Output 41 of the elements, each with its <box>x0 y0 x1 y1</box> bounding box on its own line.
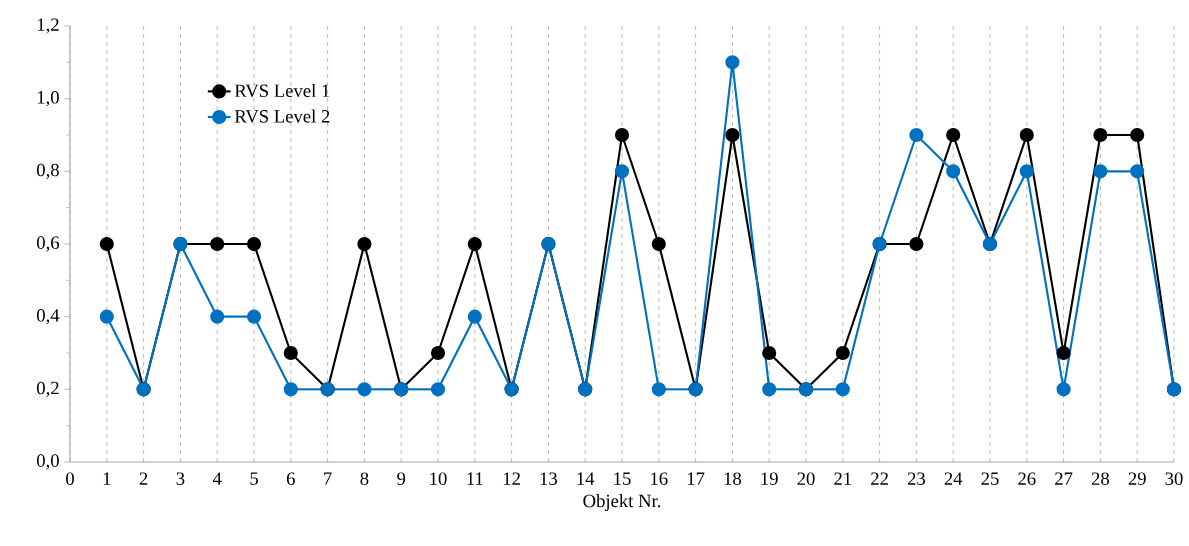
x-tick-label: 24 <box>944 472 963 485</box>
x-tick-label: 18 <box>724 472 742 485</box>
x-tick-label: 3 <box>176 472 185 485</box>
x-tick-label: 13 <box>540 472 558 485</box>
y-tick-label: 0,2 <box>36 381 59 397</box>
y-tick-label: 1,0 <box>37 91 59 107</box>
y-tick-label: 0,4 <box>36 309 60 325</box>
x-tick-label: 22 <box>871 472 888 485</box>
x-tick-label: 6 <box>286 472 295 485</box>
y-tick-label: 0,8 <box>36 163 59 179</box>
x-axis-title: Objekt Nr. <box>583 494 661 512</box>
x-tick-label: 4 <box>212 472 222 485</box>
x-tick-label: 21 <box>834 472 852 485</box>
x-tick-label: 10 <box>430 472 447 485</box>
x-tick-label: 26 <box>1018 472 1036 485</box>
y-tick-label: 0,0 <box>36 454 59 470</box>
y-tick-label: 0,6 <box>36 236 60 252</box>
x-tick-label: 19 <box>761 472 778 485</box>
x-tick-label: 20 <box>797 472 815 485</box>
x-tick-label: 2 <box>139 472 148 485</box>
x-tick-label: 7 <box>324 472 332 485</box>
legend-label: RVS Level 2 <box>234 109 330 123</box>
x-tick-label: 8 <box>360 472 369 485</box>
x-tick-label: 0 <box>66 472 74 485</box>
x-tick-label: 17 <box>687 472 705 485</box>
x-tick-label: 27 <box>1055 472 1073 485</box>
x-tick-label: 5 <box>250 472 258 485</box>
x-tick-label: 28 <box>1091 472 1110 485</box>
x-tick-label: 12 <box>503 472 520 485</box>
x-tick-label: 30 <box>1165 472 1183 485</box>
x-tick-label: 11 <box>467 472 483 485</box>
x-tick-label: 29 <box>1128 472 1146 485</box>
x-tick-label: 25 <box>981 472 999 485</box>
legend-label: RVS Level 1 <box>234 83 330 98</box>
x-tick-label: 16 <box>651 472 668 485</box>
x-tick-label: 1 <box>103 472 111 485</box>
x-tick-label: 15 <box>614 472 631 485</box>
x-tick-label: 9 <box>397 472 406 485</box>
x-tick-label: 23 <box>907 472 926 485</box>
y-tick-label: 1,2 <box>37 18 59 34</box>
x-tick-label: 14 <box>577 472 595 485</box>
